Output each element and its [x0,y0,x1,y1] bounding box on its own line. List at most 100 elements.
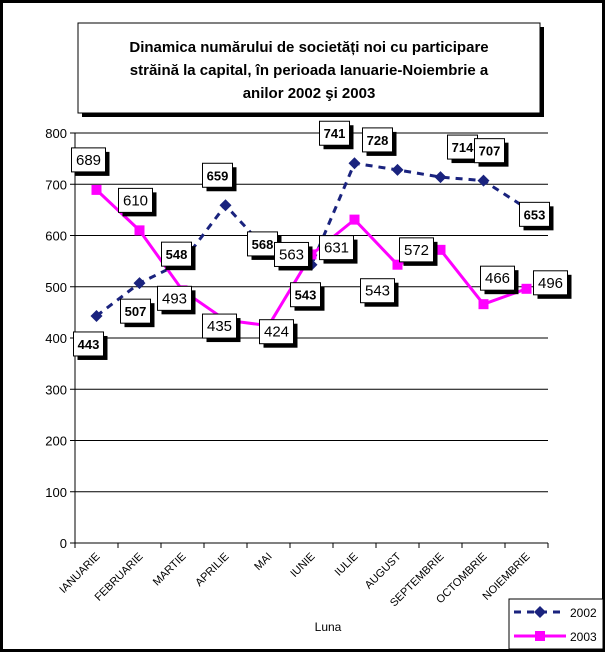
x-axis-label: Luna [315,620,342,634]
point-marker [90,309,103,322]
data-label-text: 568 [252,237,274,252]
data-label-text: 714 [452,140,474,155]
data-label-text: 424 [264,324,289,341]
y-tick-label: 800 [45,126,67,141]
chart-title-line-2: străină la capital, în perioada Ianuarie… [130,62,489,79]
data-label: 653 [519,201,554,231]
data-label-box [399,237,434,263]
point-marker [219,199,232,212]
data-label: 659 [202,162,237,192]
chart-title-line-1: Dinamica numărului de societăți noi cu p… [129,39,488,56]
data-label: 466 [480,265,519,295]
point-marker [535,631,545,641]
data-label: 548 [161,241,196,271]
data-label-box [319,235,354,261]
point-marker [534,606,546,618]
data-label-text: 543 [295,288,317,303]
data-label-text: 466 [485,270,510,287]
data-labels: 443 507 548 659 568 543 741 728 714 707 653 689 610 4… [71,120,572,360]
point-marker [477,174,490,187]
chart-title-box: Dinamica numărului de societăți noi cu p… [77,22,544,117]
data-label-box [161,241,192,267]
data-label: 728 [362,127,397,156]
data-label-text: 443 [78,337,100,352]
data-label-text: 659 [207,168,229,183]
point-marker [392,259,403,270]
data-label: 689 [71,147,110,176]
data-label-text: 507 [125,304,147,319]
data-label-text: 493 [162,290,187,307]
point-marker [434,171,447,184]
point-marker [478,299,489,310]
data-label-box [274,241,309,267]
data-label: 543 [360,278,399,307]
data-label-text: 435 [207,318,232,335]
data-label-box [360,278,395,304]
legend-box [508,598,604,650]
data-label-box [71,147,106,173]
chart-title-line-3: anilor 2002 şi 2003 [243,85,376,102]
point-marker [91,184,102,195]
data-label-box [474,138,505,164]
point-marker [435,244,446,255]
data-label-box [290,282,321,308]
data-label-box [157,285,192,311]
y-tick-label: 400 [45,331,67,346]
data-label-text: 707 [479,144,501,159]
data-label-text: 728 [367,133,389,148]
data-label: 435 [202,313,241,343]
data-label-box [118,187,153,213]
y-tick-label: 600 [45,229,67,244]
data-label: 707 [474,138,509,167]
data-label-box [247,231,278,257]
legend-label-2003: 2003 [570,630,597,644]
data-label-text: 610 [123,192,148,209]
data-label-box [73,331,104,357]
data-label: 631 [319,235,358,264]
point-marker [133,277,146,290]
data-label-box [319,120,350,146]
data-label-box [120,298,151,324]
data-label: 424 [259,319,298,348]
data-label-text: 496 [538,275,563,292]
data-label-text: 572 [404,242,429,259]
data-label: 496 [533,270,572,299]
data-label-box [202,313,237,339]
data-label: 741 [319,120,354,150]
data-label-text: 548 [166,247,188,262]
data-label-text: 563 [279,246,304,263]
data-label-box [533,270,568,296]
data-label: 507 [120,298,155,328]
data-label: 563 [274,241,313,271]
data-label-text: 741 [324,126,346,141]
y-tick-label: 700 [45,177,67,192]
data-label-text: 631 [324,240,349,257]
point-marker [134,225,145,236]
data-label: 572 [399,237,438,266]
data-label-text: 653 [524,207,546,222]
data-label: 610 [118,187,157,217]
y-tick-label: 100 [45,485,67,500]
data-label: 543 [290,282,325,311]
data-label-text: 543 [365,283,390,300]
data-label: 443 [73,331,108,360]
data-label-text: 689 [76,152,101,169]
point-marker [349,214,360,225]
y-tick-label: 300 [45,382,67,397]
data-label-box [202,162,233,188]
data-label: 493 [157,285,196,315]
point-marker [521,283,532,294]
data-label-box [362,127,393,153]
point-marker [391,163,404,176]
y-tick-label: 0 [60,536,67,551]
legend: 2002 2003 [508,598,604,650]
data-label-box [447,134,478,160]
legend-label-2002: 2002 [570,606,597,620]
y-tick-label: 200 [45,434,67,449]
y-tick-label: 500 [45,280,67,295]
data-label-box [259,319,294,345]
data-label-box [519,201,550,227]
data-label-box [480,265,515,291]
point-marker [348,157,361,170]
